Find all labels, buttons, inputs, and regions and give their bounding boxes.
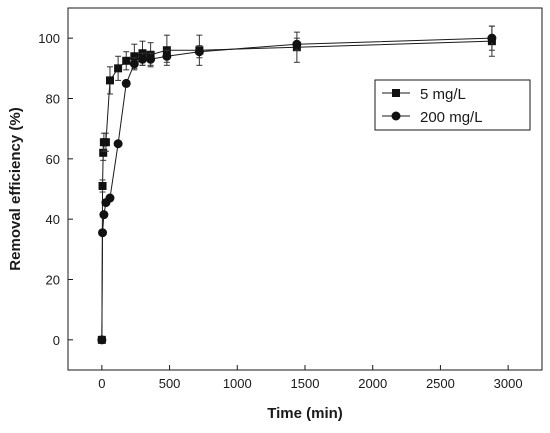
data-point xyxy=(114,64,123,73)
y-tick-label: 60 xyxy=(46,152,60,167)
x-tick-label: 0 xyxy=(98,376,105,391)
x-axis-ticks: 0 500 1000 1500 2000 2500 3000 xyxy=(98,365,523,391)
x-tick-label: 2500 xyxy=(426,376,455,391)
x-tick-label: 500 xyxy=(159,376,181,391)
data-point xyxy=(99,148,108,157)
x-tick-label: 1500 xyxy=(291,376,320,391)
series-layer xyxy=(97,25,497,345)
legend-box xyxy=(374,79,531,131)
data-point xyxy=(194,47,204,57)
x-tick-label: 3000 xyxy=(494,376,523,391)
data-point xyxy=(101,138,110,147)
legend-label-200mg: 200 mg/L xyxy=(420,109,483,126)
data-point xyxy=(130,52,139,61)
data-point xyxy=(113,139,123,149)
y-tick-label: 0 xyxy=(53,333,60,348)
x-tick-label: 1000 xyxy=(223,376,252,391)
data-point xyxy=(137,54,147,64)
y-axis-label: Removal efficiency (%) xyxy=(7,107,24,270)
data-point xyxy=(99,210,109,220)
data-point xyxy=(105,76,114,85)
data-point xyxy=(97,335,107,345)
series-5mg xyxy=(97,25,496,344)
data-point xyxy=(98,181,107,190)
legend-marker-circle xyxy=(391,111,401,121)
y-tick-label: 40 xyxy=(46,212,60,227)
legend-label-5mg: 5 mg/L xyxy=(420,86,466,103)
data-point xyxy=(162,51,172,61)
data-point xyxy=(292,39,302,49)
plot-frame xyxy=(67,7,543,371)
y-axis-ticks: 0 20 40 60 80 100 xyxy=(38,31,73,348)
data-point xyxy=(487,33,497,43)
data-point xyxy=(146,54,156,64)
y-tick-label: 100 xyxy=(38,31,60,46)
data-point xyxy=(129,59,139,69)
data-point xyxy=(98,228,108,238)
y-tick-label: 80 xyxy=(46,92,60,107)
y-tick-label: 20 xyxy=(46,273,60,288)
x-tick-label: 2000 xyxy=(358,376,387,391)
x-axis-label: Time (min) xyxy=(267,405,343,422)
legend: 5 mg/L 200 mg/L xyxy=(374,79,531,131)
data-point xyxy=(105,193,115,203)
legend-marker-square xyxy=(392,89,400,97)
data-point xyxy=(122,56,131,65)
series-200mg xyxy=(97,25,497,345)
data-point xyxy=(121,78,131,88)
